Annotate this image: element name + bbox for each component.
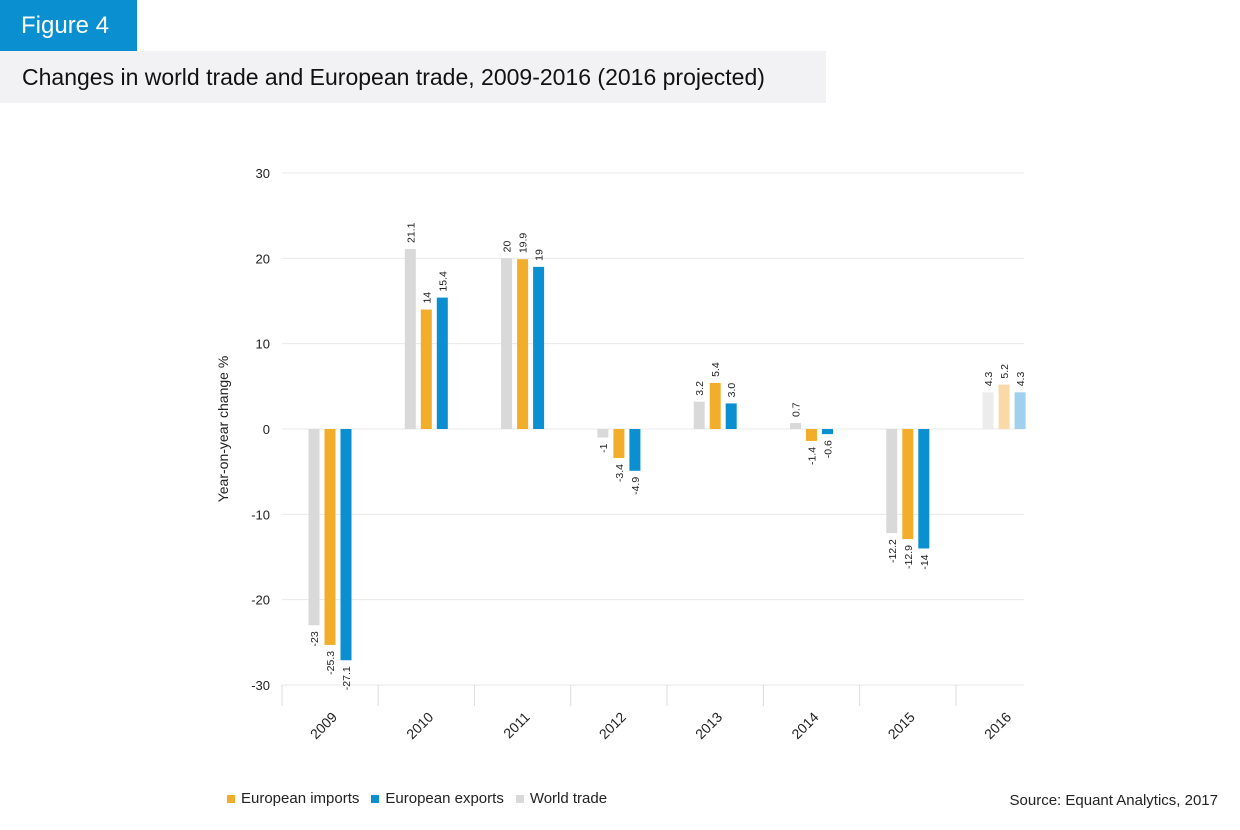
data-label: 21.1 bbox=[405, 222, 417, 243]
x-tick-label: 2009 bbox=[307, 709, 340, 742]
bar-european-imports-2014 bbox=[806, 429, 817, 441]
data-label: 5.2 bbox=[999, 364, 1011, 379]
data-label: 4.3 bbox=[983, 372, 995, 387]
data-label: -14 bbox=[919, 554, 931, 569]
bar-european-exports-2012 bbox=[629, 429, 641, 471]
bar-european-exports-2013 bbox=[725, 403, 737, 429]
data-label: 5.4 bbox=[710, 362, 722, 377]
chart-title: Changes in world trade and European trad… bbox=[0, 51, 826, 103]
figure-label: Figure 4 bbox=[0, 0, 137, 51]
y-tick-label: 20 bbox=[256, 251, 270, 266]
bar-european-exports-2015 bbox=[918, 429, 930, 549]
data-label: -4.9 bbox=[630, 477, 642, 495]
data-label: -3.4 bbox=[614, 464, 626, 482]
data-label: -12.9 bbox=[903, 545, 915, 569]
data-label: 14 bbox=[421, 292, 433, 304]
data-label: -1 bbox=[598, 443, 610, 452]
x-tick-label: 2011 bbox=[500, 709, 533, 742]
x-tick-label: 2012 bbox=[596, 709, 629, 742]
data-label: -23 bbox=[309, 631, 321, 646]
bar-world-trade-2013 bbox=[693, 401, 705, 429]
bar-world-trade-2011 bbox=[501, 258, 513, 429]
bar-european-imports-2013 bbox=[709, 382, 721, 429]
y-tick-label: -20 bbox=[251, 593, 270, 608]
data-label: -1.4 bbox=[807, 447, 819, 465]
y-axis-label: Year-on-year change % bbox=[215, 356, 231, 503]
bar-european-exports-2011 bbox=[533, 266, 545, 429]
y-tick-label: 10 bbox=[256, 337, 270, 352]
y-tick-label: -10 bbox=[251, 507, 270, 522]
data-label: -25.3 bbox=[325, 651, 337, 675]
bar-world-trade-2012 bbox=[597, 429, 609, 438]
bar-world-trade-2015 bbox=[886, 429, 898, 534]
x-tick-label: 2013 bbox=[692, 709, 725, 742]
data-label: -27.1 bbox=[341, 666, 353, 690]
source-note: Source: Equant Analytics, 2017 bbox=[1009, 792, 1218, 809]
legend-item: European imports bbox=[227, 790, 359, 807]
data-label: 4.3 bbox=[1015, 372, 1027, 387]
bar-world-trade-2014 bbox=[790, 423, 801, 429]
data-label: 0.7 bbox=[791, 402, 803, 417]
legend-label: World trade bbox=[529, 790, 608, 807]
bar-world-trade-2010 bbox=[404, 248, 416, 429]
bar-european-exports-2009 bbox=[340, 429, 352, 661]
legend-swatch bbox=[371, 794, 380, 803]
data-label: -0.6 bbox=[823, 440, 835, 458]
x-tick-label: 2015 bbox=[885, 709, 918, 742]
bar-european-imports-2011 bbox=[517, 259, 529, 429]
bar-european-exports-2010 bbox=[436, 297, 448, 429]
bar-european-imports-2010 bbox=[420, 309, 432, 429]
y-tick-label: 30 bbox=[256, 166, 270, 181]
legend-swatch bbox=[515, 794, 524, 803]
legend-item: World trade bbox=[515, 790, 608, 807]
data-label: -12.2 bbox=[887, 539, 899, 563]
legend: European imports European exports World tr… bbox=[227, 790, 607, 807]
data-label: 20 bbox=[502, 240, 514, 252]
bar-european-exports-2016 bbox=[1014, 392, 1026, 429]
bar-european-imports-2016 bbox=[998, 384, 1010, 429]
x-tick-label: 2014 bbox=[788, 709, 821, 742]
data-label: 3.2 bbox=[694, 381, 706, 396]
bar-european-imports-2009 bbox=[324, 429, 336, 645]
bar-european-imports-2015 bbox=[902, 429, 914, 540]
bar-world-trade-2016 bbox=[982, 392, 994, 429]
y-tick-label: 0 bbox=[263, 422, 270, 437]
y-tick-label: -30 bbox=[251, 678, 270, 693]
bar-european-exports-2014 bbox=[822, 429, 833, 435]
legend-swatch bbox=[227, 794, 235, 803]
x-tick-label: 2016 bbox=[981, 709, 1014, 742]
data-label: 15.4 bbox=[437, 271, 449, 292]
data-label: 19.9 bbox=[518, 233, 530, 254]
legend-label: European exports bbox=[385, 790, 504, 807]
legend-item: European exports bbox=[371, 790, 504, 807]
data-label: 3.0 bbox=[726, 383, 738, 398]
bar-european-imports-2012 bbox=[613, 429, 625, 459]
x-tick-label: 2010 bbox=[403, 709, 436, 742]
data-label: 19 bbox=[534, 249, 546, 261]
bar-world-trade-2009 bbox=[308, 429, 320, 626]
legend-label: European imports bbox=[241, 790, 360, 807]
